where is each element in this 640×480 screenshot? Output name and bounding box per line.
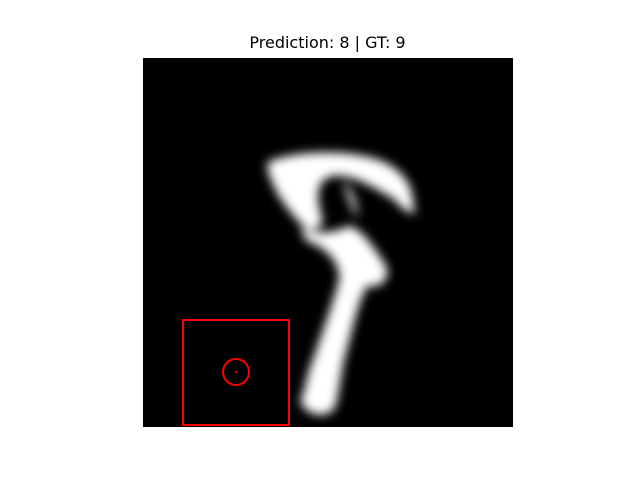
figure-title: Prediction: 8 | GT: 9 [249,33,406,52]
digit-strokes [267,152,415,415]
highlight-circle [222,358,250,386]
highlight-center-dot [234,370,238,374]
highlight-box [182,319,290,426]
digit-image-panel [143,58,513,427]
